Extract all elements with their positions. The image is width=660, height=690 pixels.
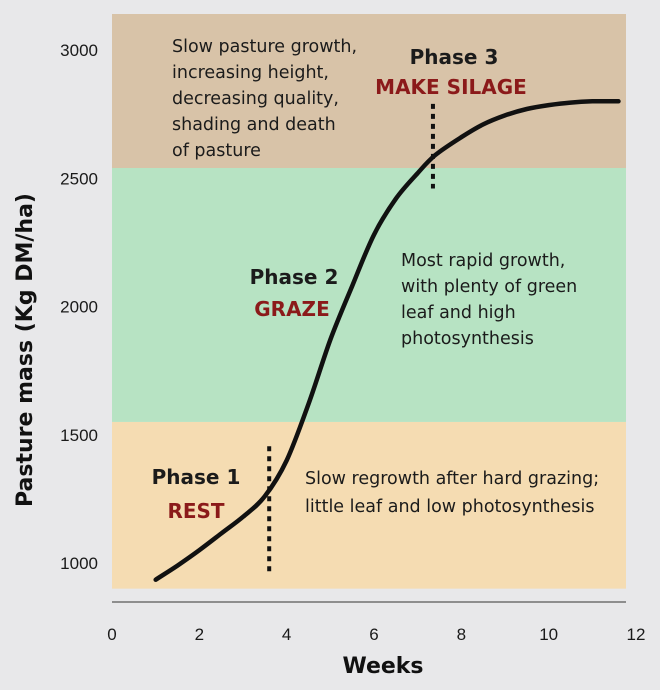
phase1-note: Slow regrowth after hard grazing; little… xyxy=(305,469,599,517)
y-tick-label: 1000 xyxy=(60,554,98,573)
phase3-note: Slow pasture growth, increasing height, … xyxy=(172,37,357,161)
phase-band-3 xyxy=(112,14,626,168)
phase2-note-line: photosynthesis xyxy=(401,329,534,349)
phase2-note: Most rapid growth, with plenty of green … xyxy=(401,251,577,349)
x-tick-label: 12 xyxy=(627,625,646,644)
phase3-title: Phase 3 xyxy=(410,45,499,69)
tick-labels: 0 2 4 6 8 10 12 1000 1500 2000 2500 3000 xyxy=(60,41,645,644)
phase3-note-line: Slow pasture growth, xyxy=(172,37,357,57)
x-tick-label: 8 xyxy=(457,625,466,644)
x-tick-label: 4 xyxy=(282,625,291,644)
x-tick-label: 6 xyxy=(369,625,378,644)
y-tick-label: 3000 xyxy=(60,41,98,60)
x-tick-label: 0 xyxy=(107,625,116,644)
phase-bands xyxy=(112,14,626,589)
phase1-note-line: Slow regrowth after hard grazing; xyxy=(305,469,599,489)
phase3-action: MAKE SILAGE xyxy=(375,75,527,99)
phase3-note-line: decreasing quality, xyxy=(172,89,339,109)
phase2-action: GRAZE xyxy=(254,297,329,321)
phase-band-2 xyxy=(112,167,626,422)
phase2-note-line: with plenty of green xyxy=(401,277,577,297)
phase1-action: REST xyxy=(167,499,224,523)
growth-curve-line xyxy=(153,98,621,582)
y-tick-label: 2500 xyxy=(60,169,98,188)
phase3-note-line: shading and death xyxy=(172,115,336,135)
phase3-note-line: of pasture xyxy=(172,141,261,161)
x-tick-label: 10 xyxy=(539,625,558,644)
phase1-title: Phase 1 xyxy=(152,465,241,489)
phase1-note-line: little leaf and low photosynthesis xyxy=(305,497,595,517)
x-axis-title: Weeks xyxy=(342,654,423,679)
phase2-note-line: Most rapid growth, xyxy=(401,251,565,271)
phase-band-1 xyxy=(112,421,626,589)
phase2-title: Phase 2 xyxy=(250,265,339,289)
y-axis-title: Pasture mass (Kg DM/ha) xyxy=(13,193,38,507)
phase-markers xyxy=(267,103,435,576)
x-tick-label: 2 xyxy=(195,625,204,644)
y-tick-label: 1500 xyxy=(60,426,98,445)
phase2-note-line: leaf and high xyxy=(401,303,516,323)
y-tick-label: 2000 xyxy=(60,298,98,317)
phase3-note-line: increasing height, xyxy=(172,63,329,83)
